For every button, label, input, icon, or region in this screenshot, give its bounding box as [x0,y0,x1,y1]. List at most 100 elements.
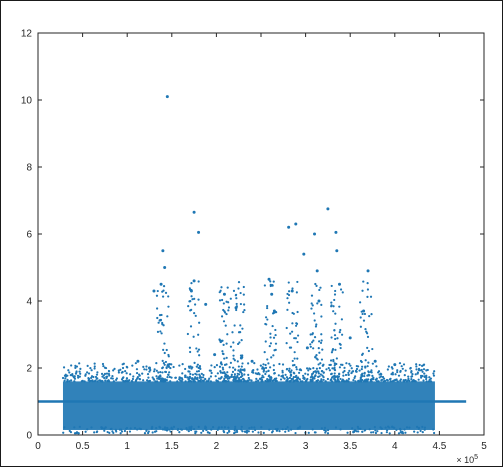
x-tick-label: 0.5 [76,441,90,452]
band-point [234,425,237,428]
band-point [136,377,139,380]
band-point [152,377,155,381]
band-point [209,375,213,378]
spike-point [274,342,278,345]
spike-point [336,378,340,381]
band-point [169,366,172,370]
spike-point [286,292,289,296]
band-point [301,374,305,377]
spike-point [361,312,364,316]
spike-point [237,369,240,372]
band-point [281,363,285,366]
band-point [157,371,160,374]
band-point [327,367,330,370]
spike-point [336,337,339,340]
spike-point [296,376,300,379]
spike-point [296,340,299,344]
band-point [413,430,416,433]
spike-point [329,363,332,367]
spike-point [239,331,242,334]
band-point [86,364,89,367]
band-point [334,426,338,429]
spike-point [331,367,334,370]
band-point [347,373,350,376]
band-point [358,369,361,372]
spike-point [219,370,222,373]
spike-point [333,329,336,332]
band-point [121,366,125,370]
spike-point [293,337,296,340]
spike-point [238,341,241,344]
band-point [192,427,196,431]
band-point [361,430,364,433]
band-point [107,372,111,376]
band-point [311,377,314,381]
spike-point [189,325,193,328]
spike-point [190,377,193,380]
band-point [284,428,287,431]
band-point [349,364,352,367]
band-point [403,428,406,431]
band-point [204,425,207,428]
spike-point [364,328,367,331]
band-point [83,380,86,383]
band-point [428,376,431,379]
spike-point [195,373,198,376]
band-point [294,431,297,435]
band-point [276,427,279,431]
band-point [68,371,71,374]
band-point [178,376,181,379]
band-point [391,367,394,370]
spike-point [332,358,335,362]
band-point [194,432,197,435]
x-tick-label: 1.5 [165,441,179,452]
spike-point [225,342,228,345]
spike-point [290,378,294,381]
band-point [247,362,250,365]
band-point [159,370,162,374]
band-point [246,379,249,382]
dense-band [62,381,435,430]
spike-point [341,291,344,294]
band-point [200,372,203,375]
spike-point [156,289,159,293]
band-point [148,370,151,373]
spike-point [294,337,297,340]
spike-point [242,293,245,296]
band-point [342,374,345,377]
spike-point [164,378,167,381]
spike-point [333,362,336,365]
spike-point [318,375,321,378]
band-point [78,362,81,365]
spike-point [167,365,170,368]
band-point [342,380,345,383]
spike-point [272,280,275,283]
data-point [219,339,223,343]
spike-point [161,295,165,298]
spike-point [236,360,239,363]
band-point [169,430,172,433]
band-point [399,369,402,373]
spike-point [366,288,370,291]
spike-point [268,378,271,381]
band-point [78,370,81,373]
band-point [138,373,141,376]
spike-point [332,310,335,313]
band-point [347,377,351,380]
band-point [73,375,76,379]
band-point [103,376,106,380]
spike-point [232,379,235,383]
spike-point [333,298,336,302]
band-point [421,425,424,428]
band-point [324,431,327,434]
spike-point [196,376,199,379]
spike-point [338,373,341,376]
spike-point [264,366,268,369]
band-point [63,426,66,429]
spike-point [226,286,229,289]
band-point [156,377,159,380]
band-point [372,431,375,434]
band-point [67,369,70,372]
spike-point [198,379,201,382]
spike-point [370,312,373,316]
